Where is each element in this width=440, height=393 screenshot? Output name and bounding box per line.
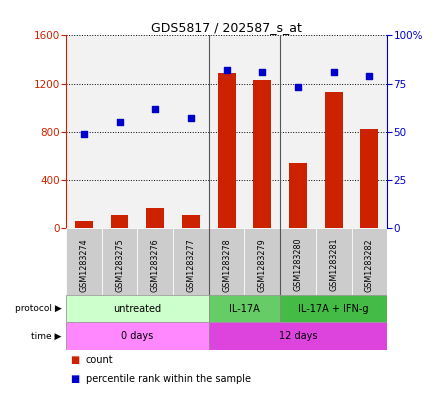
Point — [81, 130, 88, 137]
Bar — [137, 228, 173, 295]
Bar — [209, 322, 387, 350]
Bar — [209, 35, 245, 228]
Bar — [137, 35, 173, 228]
Bar — [102, 228, 137, 295]
Bar — [352, 228, 387, 295]
Bar — [316, 228, 352, 295]
Text: GSM1283276: GSM1283276 — [151, 238, 160, 292]
Text: GSM1283281: GSM1283281 — [329, 238, 338, 292]
Text: untreated: untreated — [114, 303, 161, 314]
Bar — [66, 295, 209, 322]
Text: percentile rank within the sample: percentile rank within the sample — [86, 374, 251, 384]
Bar — [66, 35, 102, 228]
Bar — [75, 221, 93, 228]
Text: protocol ▶: protocol ▶ — [15, 304, 62, 313]
Bar — [316, 35, 352, 228]
Bar — [280, 228, 316, 295]
Bar — [325, 92, 343, 228]
Text: GSM1283280: GSM1283280 — [293, 238, 302, 292]
Text: GSM1283277: GSM1283277 — [187, 238, 195, 292]
Point — [116, 119, 123, 125]
Bar — [280, 35, 316, 228]
Text: GSM1283274: GSM1283274 — [79, 238, 88, 292]
Text: IL-17A + IFN-g: IL-17A + IFN-g — [298, 303, 369, 314]
Text: GSM1283282: GSM1283282 — [365, 238, 374, 292]
Bar — [173, 228, 209, 295]
Bar — [146, 208, 164, 228]
Point — [366, 73, 373, 79]
Bar — [102, 35, 137, 228]
Bar — [218, 73, 235, 228]
Text: ■: ■ — [70, 354, 80, 365]
Text: count: count — [86, 354, 114, 365]
Point — [187, 115, 194, 121]
Bar — [110, 215, 128, 228]
Bar — [253, 80, 271, 228]
Text: ■: ■ — [70, 374, 80, 384]
Point — [330, 69, 337, 75]
Bar — [352, 35, 387, 228]
Bar — [245, 35, 280, 228]
Point — [294, 84, 301, 90]
Point — [152, 105, 159, 112]
Bar — [66, 228, 102, 295]
Text: 0 days: 0 days — [121, 331, 154, 341]
Bar — [360, 129, 378, 228]
Text: GSM1283275: GSM1283275 — [115, 238, 124, 292]
Text: GSM1283278: GSM1283278 — [222, 238, 231, 292]
Bar — [209, 295, 280, 322]
Bar — [289, 163, 307, 228]
Text: 12 days: 12 days — [279, 331, 317, 341]
Bar — [66, 322, 209, 350]
Bar — [173, 35, 209, 228]
Text: GSM1283279: GSM1283279 — [258, 238, 267, 292]
Title: GDS5817 / 202587_s_at: GDS5817 / 202587_s_at — [151, 21, 302, 34]
Bar — [182, 215, 200, 228]
Bar — [280, 295, 387, 322]
Text: time ▶: time ▶ — [31, 332, 62, 340]
Bar — [209, 228, 245, 295]
Point — [259, 69, 266, 75]
Text: IL-17A: IL-17A — [229, 303, 260, 314]
Bar — [245, 228, 280, 295]
Point — [223, 67, 230, 73]
